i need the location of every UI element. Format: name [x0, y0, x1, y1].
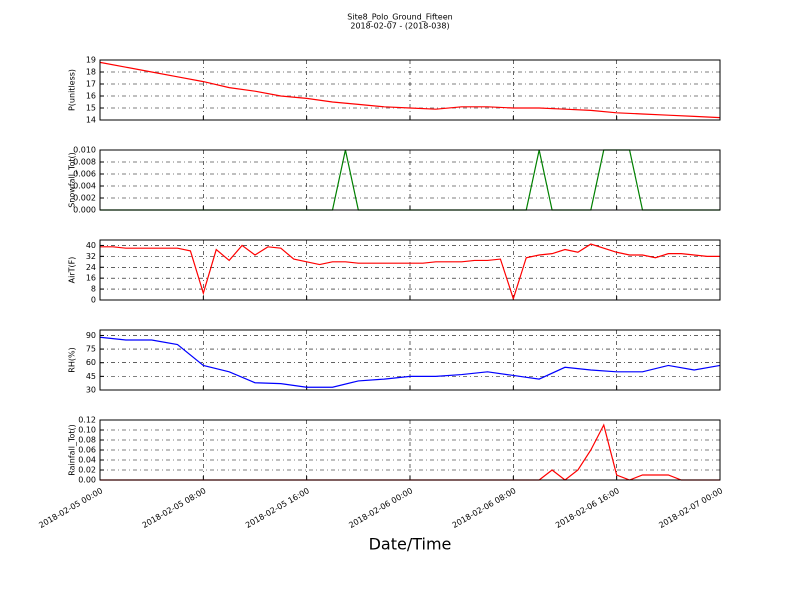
plot-frame: [99, 149, 721, 211]
y-tick-label: 0.02: [78, 466, 96, 475]
plot-frame: [99, 419, 721, 481]
y-tick-label: 0.08: [78, 436, 96, 445]
y-tick-label: 16: [86, 274, 96, 283]
data-line: [99, 336, 721, 388]
y-tick-label: 32: [86, 252, 96, 261]
x-tick-label: 2018-02-07 00:00: [657, 486, 724, 530]
plot-frame: [99, 329, 721, 391]
y-tick-label: 18: [86, 68, 96, 77]
y-tick-label: 16: [86, 92, 96, 101]
y-tick-label: 15: [86, 104, 96, 113]
plot-frame: [99, 59, 721, 121]
x-tick-label: 2018-02-05 08:00: [141, 486, 208, 530]
y-axis-label: Snowfall_Tot(): [68, 152, 77, 208]
y-tick-label: 0.010: [73, 146, 96, 155]
y-tick-label: 0.04: [78, 456, 96, 465]
x-tick-label: 2018-02-06 00:00: [347, 486, 414, 530]
y-axis-label: P(unitless): [68, 69, 77, 111]
y-tick-label: 0.06: [78, 446, 96, 455]
y-tick-label: 0.12: [78, 416, 96, 425]
y-tick-label: 40: [86, 241, 96, 250]
y-axis-label: AirT(F): [68, 257, 77, 284]
y-tick-label: 0.006: [73, 170, 96, 179]
y-tick-label: 0.00: [78, 476, 96, 485]
y-tick-label: 14: [86, 116, 96, 125]
y-tick-label: 24: [86, 263, 96, 272]
x-tick-label: 2018-02-05 00:00: [37, 486, 104, 530]
y-tick-label: 17: [86, 80, 96, 89]
y-tick-label: 8: [91, 285, 96, 294]
y-tick-label: 19: [86, 56, 96, 65]
plot-frame: [99, 239, 721, 301]
data-line: [99, 61, 721, 119]
y-tick-label: 90: [86, 331, 96, 340]
y-tick-label: 0.008: [73, 158, 96, 167]
x-tick-label: 2018-02-06 08:00: [451, 486, 518, 530]
data-line: [100, 243, 720, 301]
y-tick-label: 0.004: [73, 182, 96, 191]
y-tick-label: 60: [86, 358, 96, 367]
y-tick-label: 75: [86, 345, 96, 354]
y-tick-label: 0: [91, 296, 96, 305]
y-axis-label: RH(%): [68, 347, 77, 372]
chart-subtitle: 2018-02-07 - (2018-038): [350, 22, 449, 31]
x-tick-label: 2018-02-05 16:00: [244, 486, 311, 530]
x-tick-label: 2018-02-06 16:00: [554, 486, 621, 530]
y-tick-label: 45: [86, 372, 96, 381]
y-axis-label: Rainfall_Tot(): [68, 424, 77, 476]
y-tick-label: 30: [86, 386, 96, 395]
y-tick-label: 0.000: [73, 206, 96, 215]
y-tick-label: 0.10: [78, 426, 96, 435]
y-tick-label: 0.002: [73, 194, 96, 203]
chart-title: Site8_Polo_Ground_Fifteen: [347, 13, 452, 22]
x-axis-label: Date/Time: [369, 535, 452, 554]
